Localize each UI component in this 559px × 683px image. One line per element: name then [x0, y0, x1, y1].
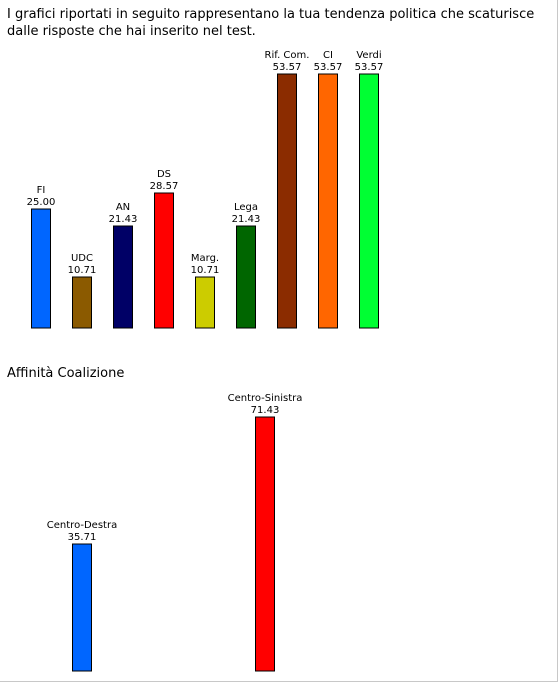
- value-label-rif-com: 53.57: [273, 62, 302, 73]
- value-label-centro-sinistra: 71.43: [251, 405, 280, 416]
- category-label-centro-sinistra: Centro-Sinistra: [228, 393, 303, 404]
- category-label-fi: FI: [37, 185, 46, 196]
- value-label-an: 21.43: [109, 214, 138, 225]
- value-label-ds: 28.57: [150, 181, 179, 192]
- bar-centro-destra: [72, 543, 92, 672]
- bar-rif-com: [277, 73, 297, 329]
- category-label-udc: UDC: [71, 253, 93, 264]
- category-label-centro-destra: Centro-Destra: [47, 520, 117, 531]
- bar-marg: [195, 276, 215, 329]
- value-label-ci: 53.57: [314, 62, 343, 73]
- intro-text: I grafici riportati in seguito rappresen…: [7, 7, 535, 39]
- bar-ds: [154, 192, 174, 329]
- value-label-centro-destra: 35.71: [68, 532, 97, 543]
- category-label-ds: DS: [157, 169, 171, 180]
- category-label-lega: Lega: [234, 202, 258, 213]
- bar-ci: [318, 73, 338, 329]
- bar-udc: [72, 276, 92, 329]
- category-label-verdi: Verdi: [356, 50, 381, 61]
- category-label-an: AN: [116, 202, 130, 213]
- bar-an: [113, 225, 133, 329]
- value-label-lega: 21.43: [232, 214, 261, 225]
- value-label-fi: 25.00: [27, 197, 56, 208]
- category-label-marg: Marg.: [191, 253, 219, 264]
- bar-fi: [31, 208, 51, 329]
- bar-verdi: [359, 73, 379, 329]
- bar-lega: [236, 225, 256, 329]
- bar-centro-sinistra: [255, 416, 275, 672]
- category-label-ci: CI: [323, 50, 333, 61]
- value-label-marg: 10.71: [191, 265, 220, 276]
- value-label-verdi: 53.57: [355, 62, 384, 73]
- coalition-section-title: Affinità Coalizione: [7, 366, 125, 381]
- party-affinity-chart: 25.00FI10.71UDC21.43AN28.57DS10.71Marg.2…: [27, 50, 384, 329]
- category-label-rif-com: Rif. Com.: [265, 50, 310, 61]
- value-label-udc: 10.71: [68, 265, 97, 276]
